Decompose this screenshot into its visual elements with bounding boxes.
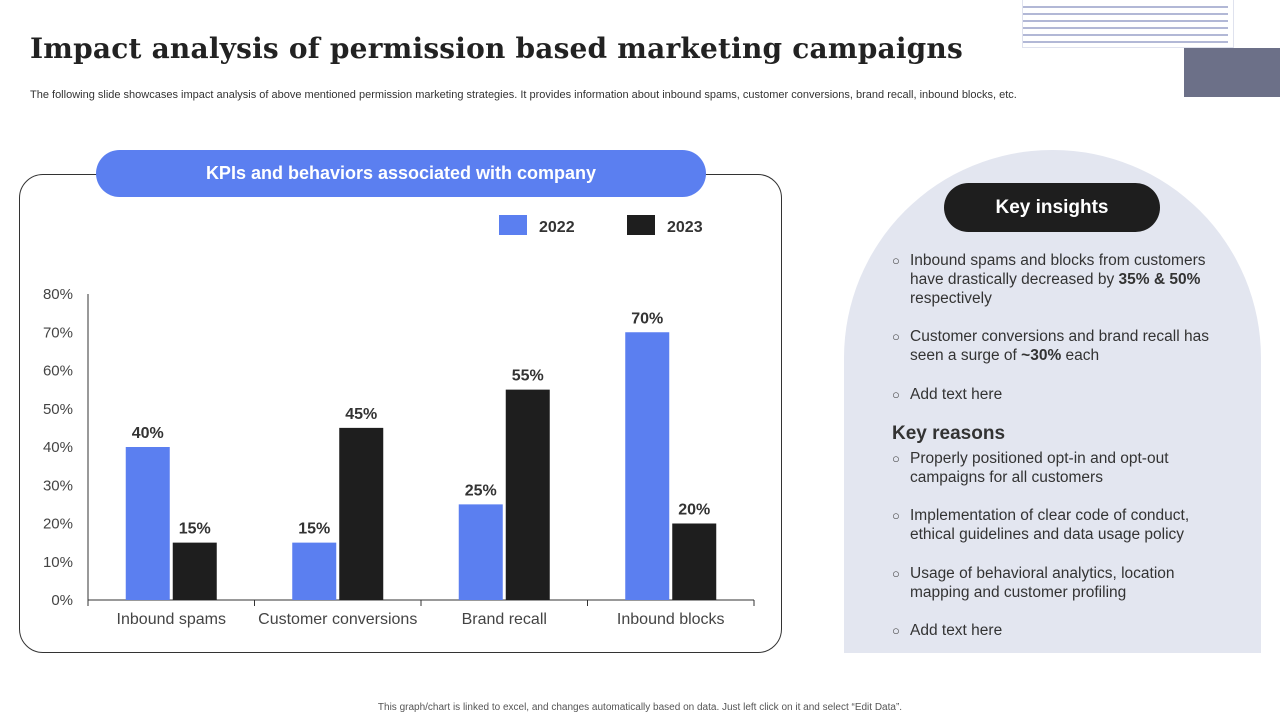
y-tick-label: 40% bbox=[43, 439, 73, 456]
legend-swatch-2022 bbox=[499, 215, 527, 235]
bullet-circle-icon: ○ bbox=[892, 387, 900, 402]
y-tick-label: 10% bbox=[43, 554, 73, 571]
bar-2022 bbox=[292, 542, 337, 600]
legend-label: 2022 bbox=[539, 219, 575, 236]
decorative-lines bbox=[1022, 0, 1234, 48]
bullet-circle-icon: ○ bbox=[892, 566, 900, 581]
data-label: 25% bbox=[465, 482, 497, 499]
y-tick-label: 20% bbox=[43, 516, 73, 533]
bar-2023 bbox=[505, 389, 550, 600]
footer-note: This graph/chart is linked to excel, and… bbox=[377, 702, 903, 713]
slide-subtitle: The following slide showcases impact ana… bbox=[30, 89, 1017, 101]
bar-2022 bbox=[458, 504, 503, 600]
data-label: 70% bbox=[631, 310, 663, 327]
y-tick-label: 60% bbox=[43, 363, 73, 380]
bullet-circle-icon: ○ bbox=[892, 253, 900, 268]
bar-2022 bbox=[625, 332, 670, 600]
bar-2023 bbox=[172, 542, 217, 600]
bullet-circle-icon: ○ bbox=[892, 329, 900, 344]
key-reasons-heading: Key reasons bbox=[892, 423, 1006, 444]
data-label: 55% bbox=[512, 368, 544, 385]
bullet-circle-icon: ○ bbox=[892, 623, 900, 638]
y-tick-label: 80% bbox=[43, 286, 73, 303]
key-insights-button[interactable]: Key insights bbox=[944, 183, 1160, 232]
insights-panel bbox=[844, 150, 1261, 653]
bar-2023 bbox=[672, 523, 717, 600]
data-label: 40% bbox=[132, 425, 164, 442]
insight-item: ○ Inbound spams and blocks from customer… bbox=[892, 252, 1206, 307]
slide-title: Impact analysis of permission based mark… bbox=[30, 32, 963, 65]
reason-item: ○ Properly positioned opt-in and opt-out… bbox=[892, 450, 1169, 486]
x-tick-label: Inbound blocks bbox=[617, 611, 725, 628]
x-tick-label: Brand recall bbox=[462, 611, 547, 628]
bullet-circle-icon: ○ bbox=[892, 508, 900, 523]
data-label: 15% bbox=[298, 521, 330, 538]
bar-2023 bbox=[339, 427, 384, 600]
data-label: 20% bbox=[678, 502, 710, 519]
legend-label: 2023 bbox=[667, 219, 703, 236]
reason-item: ○ Usage of behavioral analytics, locatio… bbox=[892, 565, 1175, 601]
data-label: 45% bbox=[345, 406, 377, 423]
bullet-circle-icon: ○ bbox=[892, 451, 900, 466]
y-tick-label: 50% bbox=[43, 401, 73, 418]
data-label: 15% bbox=[179, 521, 211, 538]
x-tick-label: Inbound spams bbox=[117, 611, 226, 628]
insight-item: ○ Add text here bbox=[892, 386, 1003, 403]
y-tick-label: 30% bbox=[43, 477, 73, 494]
chart-header: KPIs and behaviors associated with compa… bbox=[96, 150, 706, 197]
decorative-block bbox=[1184, 48, 1280, 97]
x-tick-label: Customer conversions bbox=[258, 611, 417, 628]
y-tick-label: 70% bbox=[43, 324, 73, 341]
insight-item: ○ Customer conversions and brand recall … bbox=[892, 328, 1209, 364]
bar-2022 bbox=[125, 447, 170, 600]
y-tick-label: 0% bbox=[51, 592, 73, 609]
bar-chart: 0% 10% 20% 30% 40% 50% 60% 70% 80% Inbound spams 4… bbox=[43, 215, 755, 628]
reason-item: ○ Implementation of clear code of conduc… bbox=[892, 507, 1190, 543]
reason-item: ○ Add text here bbox=[892, 622, 1003, 639]
legend-swatch-2023 bbox=[627, 215, 655, 235]
